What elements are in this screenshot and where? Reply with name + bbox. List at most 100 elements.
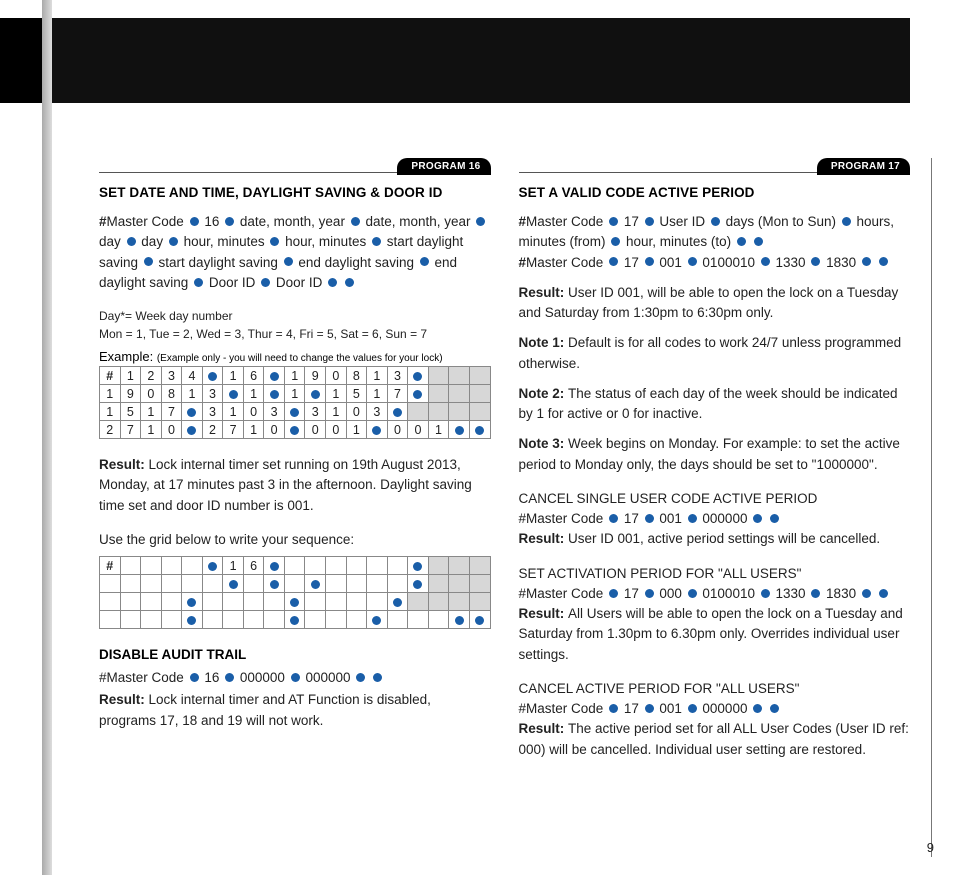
note3: Note 3: Week begins on Monday. For examp… bbox=[519, 434, 911, 475]
example-word: Example: bbox=[99, 349, 153, 364]
grid-cell: 0 bbox=[346, 403, 367, 421]
dot-icon bbox=[169, 237, 178, 246]
disable-result-text: Lock internal timer and AT Function is d… bbox=[99, 692, 431, 727]
dot-icon bbox=[476, 217, 485, 226]
grid-cell bbox=[408, 403, 429, 421]
blank-grid: #16 bbox=[99, 556, 491, 629]
grid-cell bbox=[469, 367, 490, 385]
columns: PROGRAM 16 SET DATE AND TIME, DAYLIGHT S… bbox=[99, 158, 910, 760]
dot-icon bbox=[475, 616, 484, 625]
dot-icon bbox=[609, 217, 618, 226]
dot-icon bbox=[862, 589, 871, 598]
grid-cell: 0 bbox=[408, 421, 429, 439]
dot-icon bbox=[862, 257, 871, 266]
cancel-all-seq: #Master Code 17 001 000000 bbox=[519, 699, 911, 719]
grid-cell bbox=[100, 593, 121, 611]
dot-icon bbox=[879, 257, 888, 266]
right-margin-rule bbox=[931, 158, 932, 857]
dot-icon bbox=[270, 390, 279, 399]
set-all-seq: #Master Code 17 000 0100010 1330 1830 bbox=[519, 584, 911, 604]
grid-cell bbox=[182, 421, 203, 439]
grid-cell: 8 bbox=[346, 367, 367, 385]
grid-cell bbox=[408, 575, 429, 593]
left-title: SET DATE AND TIME, DAYLIGHT SAVING & DOO… bbox=[99, 185, 491, 200]
grid-cell: 7 bbox=[161, 403, 182, 421]
page-fold-shadow bbox=[42, 0, 52, 875]
dot-icon bbox=[645, 217, 654, 226]
note2: Note 2: The status of each day of the we… bbox=[519, 384, 911, 425]
cancel-single-seq: #Master Code 17 001 000000 bbox=[519, 509, 911, 529]
grid-cell bbox=[120, 611, 141, 629]
page: PROGRAM 16 SET DATE AND TIME, DAYLIGHT S… bbox=[52, 0, 954, 875]
grid-cell bbox=[408, 367, 429, 385]
disable-title: DISABLE AUDIT TRAIL bbox=[99, 647, 491, 662]
page-number: 9 bbox=[927, 840, 934, 855]
dot-icon bbox=[609, 589, 618, 598]
grid-cell: 7 bbox=[223, 421, 244, 439]
grid-cell bbox=[182, 593, 203, 611]
disable-result: Result: Lock internal timer and AT Funct… bbox=[99, 690, 491, 731]
grid-cell bbox=[202, 593, 223, 611]
grid-cell bbox=[428, 611, 449, 629]
dot-icon bbox=[311, 580, 320, 589]
dot-icon bbox=[208, 372, 217, 381]
grid-cell bbox=[346, 611, 367, 629]
dot-icon bbox=[879, 589, 888, 598]
grid-cell bbox=[469, 385, 490, 403]
right-result: Result: User ID 001, will be able to ope… bbox=[519, 283, 911, 324]
grid-cell: 0 bbox=[161, 421, 182, 439]
grid-cell bbox=[367, 421, 388, 439]
grid-cell: 1 bbox=[100, 403, 121, 421]
grid-cell bbox=[449, 593, 470, 611]
grid-cell: 1 bbox=[223, 557, 244, 575]
grid-cell bbox=[469, 575, 490, 593]
grid-cell bbox=[449, 611, 470, 629]
grid-cell: 1 bbox=[428, 421, 449, 439]
grid-cell bbox=[387, 593, 408, 611]
page-body: PROGRAM 16 SET DATE AND TIME, DAYLIGHT S… bbox=[99, 158, 910, 875]
grid-cell bbox=[223, 385, 244, 403]
left-result-text: Lock internal timer set running on 19th … bbox=[99, 457, 472, 513]
grid-cell bbox=[428, 367, 449, 385]
dot-icon bbox=[372, 237, 381, 246]
program-tab-16: PROGRAM 16 bbox=[397, 158, 490, 175]
dot-icon bbox=[270, 372, 279, 381]
grid-cell bbox=[284, 403, 305, 421]
grid-cell bbox=[120, 593, 141, 611]
grid-cell bbox=[387, 403, 408, 421]
dot-icon bbox=[645, 514, 654, 523]
grid-cell: 0 bbox=[141, 385, 162, 403]
dot-icon bbox=[372, 426, 381, 435]
dot-icon bbox=[229, 580, 238, 589]
grid-cell bbox=[428, 557, 449, 575]
grid-cell bbox=[305, 575, 326, 593]
grid-cell: 9 bbox=[120, 385, 141, 403]
dot-icon bbox=[645, 589, 654, 598]
grid-cell: 5 bbox=[346, 385, 367, 403]
grid-cell bbox=[202, 557, 223, 575]
grid-cell: 5 bbox=[120, 403, 141, 421]
cancel-single-result: Result: User ID 001, active period setti… bbox=[519, 529, 911, 549]
dot-icon bbox=[284, 257, 293, 266]
grid-cell: 6 bbox=[243, 367, 264, 385]
grid-cell bbox=[182, 403, 203, 421]
disable-seq: #Master Code 16 000000 000000 bbox=[99, 668, 491, 688]
dot-icon bbox=[770, 514, 779, 523]
dot-icon bbox=[187, 408, 196, 417]
grid-cell: 1 bbox=[223, 403, 244, 421]
grid-cell bbox=[284, 575, 305, 593]
dot-icon bbox=[455, 426, 464, 435]
left-column: PROGRAM 16 SET DATE AND TIME, DAYLIGHT S… bbox=[99, 158, 491, 760]
grid-cell: 3 bbox=[387, 367, 408, 385]
dot-icon bbox=[811, 589, 820, 598]
grid-cell: 2 bbox=[202, 421, 223, 439]
grid-cell: # bbox=[100, 557, 121, 575]
grid-cell bbox=[243, 611, 264, 629]
set-all-result: Result: All Users will be able to open t… bbox=[519, 604, 911, 665]
note1-text: Default is for all codes to work 24/7 un… bbox=[519, 335, 902, 370]
example-tiny: (Example only - you will need to change … bbox=[157, 353, 443, 364]
dot-icon bbox=[688, 704, 697, 713]
grid-cell bbox=[243, 575, 264, 593]
dot-icon bbox=[761, 257, 770, 266]
dot-icon bbox=[290, 426, 299, 435]
